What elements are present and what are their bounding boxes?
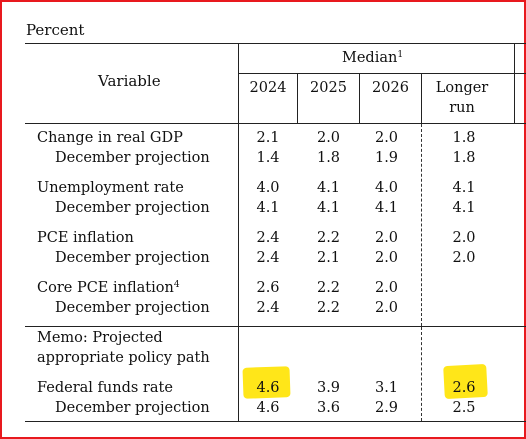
longer-run-header-line1: Longer — [435, 80, 489, 96]
median-footnote-marker: 1 — [397, 50, 404, 60]
longer-run-dashed-divider — [421, 124, 422, 326]
cell-2025: 2.2 — [316, 280, 341, 296]
cell-longer-run: 2.0 — [452, 250, 476, 266]
year-divider-1 — [297, 73, 298, 123]
footnote-marker: 4 — [173, 280, 180, 290]
bottom-rule — [25, 421, 526, 422]
row-label: December projection — [55, 150, 210, 166]
cell-longer-run: 2.6 — [452, 380, 476, 396]
row-label: PCE inflation — [37, 230, 134, 246]
cell-2024: 4.0 — [256, 180, 280, 196]
cell-2026: 2.0 — [374, 300, 399, 316]
cell-longer-run: 2.5 — [452, 400, 476, 416]
row-label: December projection — [55, 250, 210, 266]
year-divider-2 — [359, 73, 360, 123]
cell-2025: 2.1 — [316, 250, 341, 266]
cell-2026: 2.0 — [374, 130, 399, 146]
cell-2024: 4.1 — [256, 200, 280, 216]
cell-2024: 2.1 — [256, 130, 280, 146]
row-label: Change in real GDP — [37, 130, 183, 146]
cell-2026: 3.1 — [374, 380, 399, 396]
cell-2024: 1.4 — [256, 150, 280, 166]
memo-dashed-divider — [421, 327, 422, 421]
row-label-with-note: Core PCE inflation4 — [37, 280, 180, 297]
cell-2026: 2.0 — [374, 230, 399, 246]
variable-column-divider — [238, 43, 239, 422]
row-label: December projection — [55, 300, 210, 316]
cell-2026: 2.0 — [374, 250, 399, 266]
cell-2026: 4.0 — [374, 180, 399, 196]
cell-2024: 4.6 — [256, 400, 280, 416]
median-label: Median — [342, 50, 398, 66]
cell-2024: 2.4 — [256, 250, 280, 266]
cell-2025: 2.0 — [316, 130, 341, 146]
variable-header: Variable — [98, 72, 161, 90]
cell-longer-run: 1.8 — [452, 150, 476, 166]
memo-rule — [25, 326, 526, 327]
row-label: Unemployment rate — [37, 180, 184, 196]
top-rule — [25, 43, 526, 44]
median-underline — [239, 73, 526, 74]
header-bottom-rule — [25, 123, 526, 124]
cell-2026: 2.0 — [374, 280, 399, 296]
right-table-edge — [514, 43, 515, 124]
cell-2025: 2.2 — [316, 230, 341, 246]
cell-longer-run: 2.0 — [452, 230, 476, 246]
year-header-2024: 2024 — [249, 80, 287, 96]
unit-label: Percent — [26, 21, 85, 39]
cell-2025: 3.6 — [316, 400, 341, 416]
year-header-2026: 2026 — [372, 80, 409, 96]
median-header: Median1 — [342, 50, 403, 67]
cell-2026: 2.9 — [374, 400, 399, 416]
cell-2024: 2.4 — [256, 300, 280, 316]
row-label: December projection — [55, 400, 210, 416]
year-divider-3 — [421, 73, 422, 123]
row-label: Core PCE inflation — [37, 280, 174, 296]
memo-line-1: Memo: Projected — [37, 330, 163, 346]
row-label: Federal funds rate — [37, 380, 173, 396]
cell-2025: 3.9 — [316, 380, 341, 396]
row-label: December projection — [55, 200, 210, 216]
year-header-2025: 2025 — [310, 80, 347, 96]
cell-2025: 4.1 — [316, 200, 341, 216]
cell-longer-run: 1.8 — [452, 130, 476, 146]
cell-2024: 2.4 — [256, 230, 280, 246]
longer-run-header-line2: run — [449, 100, 475, 116]
cell-2025: 2.2 — [316, 300, 341, 316]
cell-2024: 2.6 — [256, 280, 280, 296]
cell-2024: 4.6 — [256, 380, 280, 396]
cell-2026: 1.9 — [374, 150, 399, 166]
cell-2026: 4.1 — [374, 200, 399, 216]
cell-longer-run: 4.1 — [452, 200, 476, 216]
memo-line-2: appropriate policy path — [37, 350, 210, 366]
cell-2025: 1.8 — [316, 150, 341, 166]
cell-longer-run: 4.1 — [452, 180, 476, 196]
cell-2025: 4.1 — [316, 180, 341, 196]
